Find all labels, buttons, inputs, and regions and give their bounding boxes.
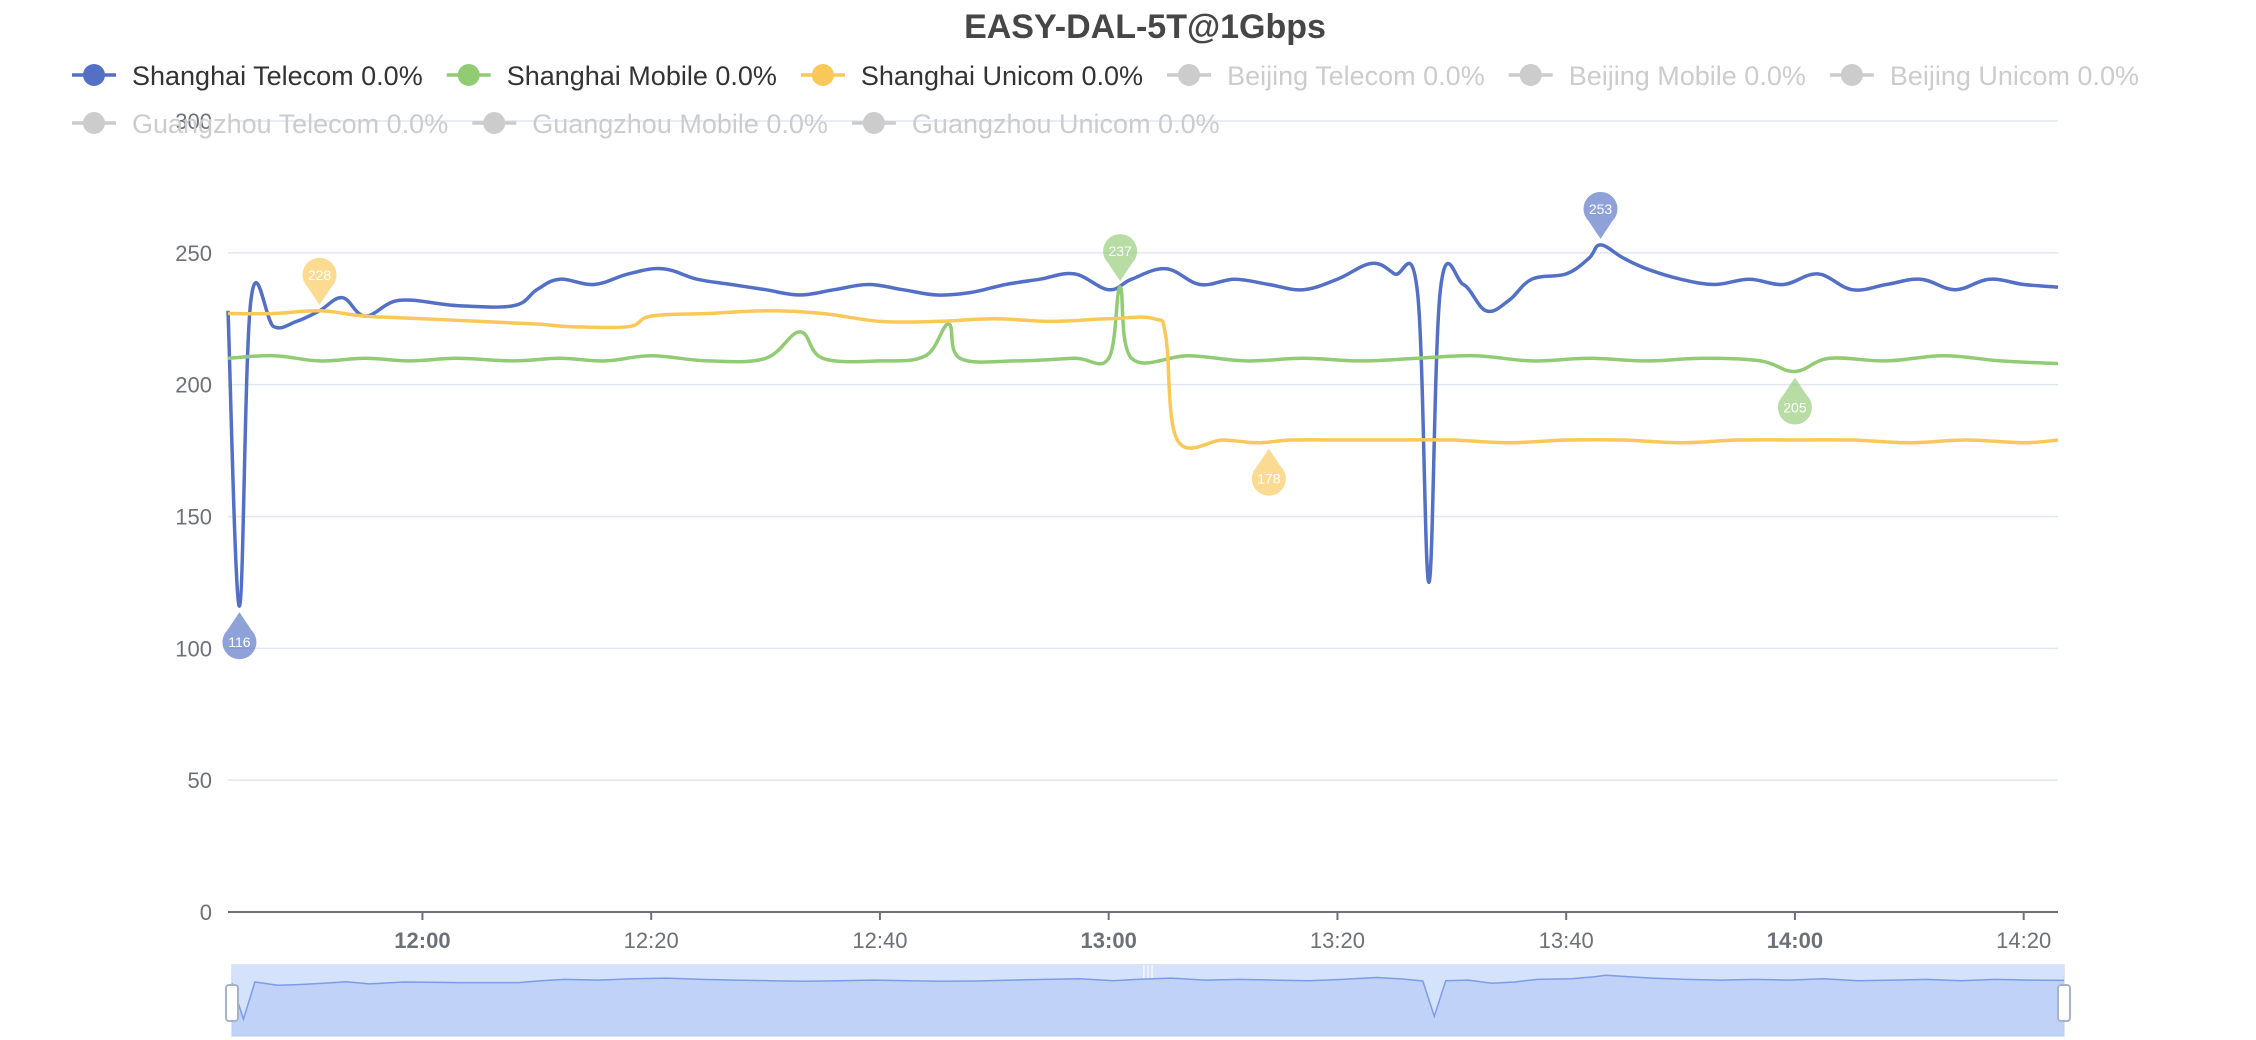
- zoom-move-handle-bar[interactable]: [232, 965, 2064, 976]
- marker-pin-shape: [1583, 191, 1618, 239]
- x-tick-label: 13:40: [1539, 928, 1594, 953]
- legend-dot-icon: [83, 64, 105, 86]
- chart-title: EASY-DAL-5T@1Gbps: [964, 8, 1326, 46]
- marker-pin-label: 205: [1783, 399, 1807, 415]
- legend-dot-icon: [483, 112, 506, 134]
- legend-dot-icon: [83, 112, 105, 134]
- series-line: [227, 285, 2059, 374]
- zoom-grip-icon[interactable]: |||: [1142, 964, 1154, 978]
- legend-item[interactable]: Shanghai Unicom 0.0%: [800, 61, 1143, 91]
- series-line: [226, 243, 2059, 608]
- marker-pin-label: 178: [1257, 471, 1281, 487]
- zoom-end-handle[interactable]: [2057, 984, 2071, 1022]
- marker-pin-shape: [302, 257, 337, 305]
- legend-dot-icon: [862, 112, 885, 134]
- legend-label: Guangzhou Unicom 0.0%: [912, 109, 1220, 139]
- legend-item[interactable]: Beijing Telecom 0.0%: [1167, 61, 1485, 91]
- max-marker-pin[interactable]: 228: [302, 257, 337, 305]
- y-tick-label: 50: [188, 768, 212, 793]
- legend-item[interactable]: Beijing Mobile 0.0%: [1508, 61, 1806, 91]
- legend-item[interactable]: Guangzhou Telecom 0.0%: [72, 109, 448, 139]
- legend-dot-icon: [1519, 64, 1542, 86]
- x-tick-label: 12:40: [852, 928, 907, 953]
- marker-pin-label: 253: [1589, 201, 1613, 217]
- legend-label: Beijing Unicom 0.0%: [1890, 61, 2139, 91]
- max-marker-pin[interactable]: 253: [1583, 191, 1618, 239]
- x-tick-label: 12:00: [394, 928, 450, 953]
- legend-label: Guangzhou Telecom 0.0%: [132, 109, 448, 139]
- marker-pin-label: 116: [228, 634, 251, 650]
- marker-layer: 116 253 237 205 228 178: [222, 191, 1812, 660]
- zoom-start-handle[interactable]: [225, 984, 239, 1022]
- marker-pin-shape: [1777, 377, 1812, 425]
- y-tick-label: 150: [175, 505, 212, 530]
- marker-pin-shape: [222, 612, 257, 660]
- y-tick-label: 0: [200, 900, 212, 925]
- legend-item[interactable]: Beijing Unicom 0.0%: [1829, 61, 2139, 91]
- legend-label: Shanghai Telecom 0.0%: [132, 61, 423, 91]
- legend-item[interactable]: Shanghai Mobile 0.0%: [446, 61, 777, 91]
- legend-label: Guangzhou Mobile 0.0%: [532, 109, 828, 139]
- zoom-preview-area: [232, 975, 2064, 1036]
- data-zoom-slider[interactable]: |||: [225, 964, 2071, 1037]
- legend-label: Shanghai Unicom 0.0%: [861, 61, 1143, 91]
- axis-layer: 0 50 100 150 200 250 300 12:00 12:20 12:40 13:00 13…: [175, 109, 2058, 953]
- marker-pin-shape: [1251, 448, 1286, 496]
- series-line: [227, 309, 2059, 450]
- grid-layer: [228, 120, 2058, 781]
- legend-label: Shanghai Mobile 0.0%: [507, 61, 777, 91]
- legend-layer[interactable]: Shanghai Telecom 0.0% Shanghai Mobile 0.0…: [72, 61, 2139, 139]
- x-tick-label: 14:20: [1996, 928, 2051, 953]
- min-marker-pin[interactable]: 116: [222, 612, 257, 660]
- y-tick-label: 100: [175, 636, 212, 661]
- y-tick-label: 200: [175, 373, 212, 398]
- x-tick-label: 13:20: [1310, 928, 1365, 953]
- legend-dot-icon: [1840, 64, 1863, 86]
- legend-label: Beijing Mobile 0.0%: [1569, 61, 1806, 91]
- zoom-preview-line: [231, 974, 2065, 1022]
- marker-pin-label: 237: [1108, 243, 1132, 259]
- legend-item[interactable]: Guangzhou Unicom 0.0%: [851, 109, 1220, 139]
- min-marker-pin[interactable]: 178: [1251, 448, 1286, 496]
- marker-pin-shape: [1103, 234, 1138, 282]
- marker-pin-label: 228: [308, 267, 332, 283]
- x-tick-label: 12:20: [624, 928, 679, 953]
- y-tick-label: 300: [175, 109, 212, 134]
- min-marker-pin[interactable]: 205: [1777, 377, 1812, 425]
- legend-dot-icon: [1178, 64, 1201, 86]
- series-layer: [226, 243, 2059, 608]
- legend-dot-icon: [457, 64, 480, 86]
- legend-item[interactable]: Guangzhou Mobile 0.0%: [472, 109, 828, 139]
- y-tick-label: 250: [175, 241, 212, 266]
- legend-dot-icon: [811, 64, 834, 86]
- x-tick-label: 14:00: [1767, 928, 1823, 953]
- max-marker-pin[interactable]: 237: [1103, 234, 1138, 282]
- x-tick-label: 13:00: [1081, 928, 1137, 953]
- legend-label: Beijing Telecom 0.0%: [1227, 61, 1485, 91]
- legend-item[interactable]: Shanghai Telecom 0.0%: [72, 61, 423, 91]
